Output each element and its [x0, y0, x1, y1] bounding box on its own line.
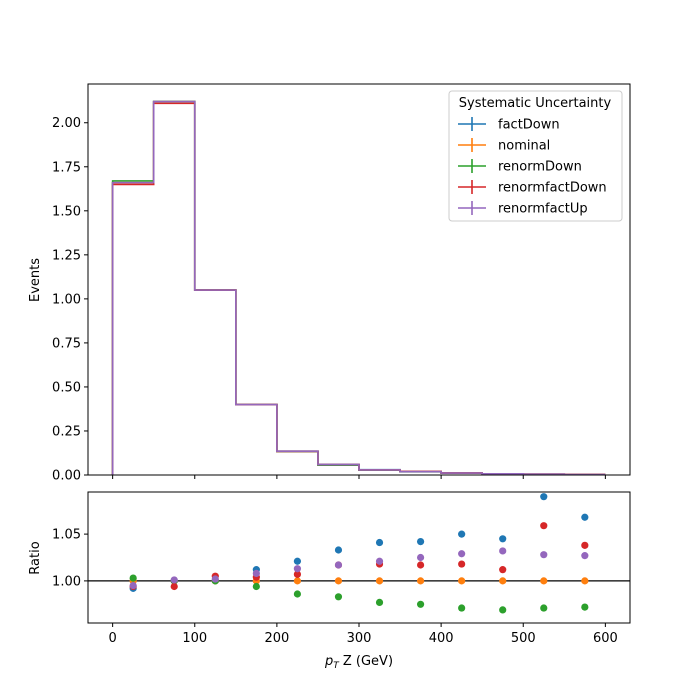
ratio-points	[129, 493, 589, 614]
ratio-point-nominal	[293, 577, 302, 585]
ratio-x-ticks: 0 100 200 300 400 500 600	[108, 623, 618, 646]
ratio-point-renormDown	[293, 590, 302, 598]
main-y-tick-label: 1.75	[52, 160, 81, 175]
ratio-point-renormfactUp	[129, 581, 137, 590]
ratio-point-nominal	[540, 577, 548, 585]
ratio-x-tick-label: 200	[264, 631, 289, 646]
ratio-point-factDown	[375, 538, 384, 547]
ratio-point-factDown	[540, 493, 548, 501]
ratio-point-renormDown	[581, 603, 589, 611]
ratio-point-renormDown	[540, 604, 548, 612]
main-y-tick-label: 0.00	[52, 469, 81, 484]
ratio-point-renormfactUp	[334, 561, 343, 569]
ratio-point-factDown	[334, 546, 343, 554]
ratio-point-renormfactDown	[293, 570, 302, 578]
ratio-x-tick-label: 100	[182, 631, 207, 646]
ratio-y-axis-label: Ratio	[28, 541, 43, 574]
ratio-y-tick-label: 1.05	[52, 528, 81, 543]
main-panel: 0.00 0.25 0.50 0.75 1.00 1.25 1.50 1.75 2.00 Eve…	[28, 83, 631, 484]
main-y-tick-label: 1.25	[52, 248, 81, 263]
main-x-ticks	[112, 475, 606, 479]
ratio-panel: 1.00 1.05 0 100 200 300 400 500 600 Ratio pT Z …	[28, 491, 631, 671]
ratio-point-renormfactDown	[170, 582, 178, 591]
legend-box	[448, 90, 623, 222]
legend-label-renormfactDown: renormfactDown	[498, 181, 607, 196]
ratio-point-renormfactDown	[540, 522, 548, 530]
ratio-point-renormfactUp	[416, 553, 425, 562]
ratio-point-factDown	[416, 537, 425, 546]
ratio-point-renormfactDown	[581, 541, 589, 549]
ratio-point-renormfactUp	[499, 547, 507, 555]
ratio-x-tick-label: 400	[429, 631, 454, 646]
main-y-tick-label: 0.25	[52, 424, 81, 439]
ratio-point-nominal	[499, 577, 507, 585]
ratio-point-nominal	[581, 577, 589, 585]
ratio-x-tick-label: 500	[511, 631, 536, 646]
ratio-point-renormDown	[252, 582, 260, 591]
ratio-point-renormfactUp	[458, 550, 466, 558]
ratio-point-renormfactUp	[375, 557, 384, 565]
ratio-y-tick-label: 1.00	[52, 574, 81, 589]
ratio-point-factDown	[458, 530, 466, 538]
x-label-rest: Z (GeV)	[339, 654, 393, 669]
ratio-axes-frame	[87, 491, 631, 624]
ratio-point-renormfactUp	[581, 552, 589, 560]
main-y-ticks: 0.00 0.25 0.50 0.75 1.00 1.25 1.50 1.75 2.00	[52, 116, 88, 484]
main-y-tick-label: 1.00	[52, 292, 81, 307]
ratio-point-nominal	[416, 577, 425, 585]
ratio-y-ticks: 1.00 1.05	[52, 528, 88, 589]
ratio-point-renormDown	[458, 604, 466, 612]
ratio-point-nominal	[375, 577, 384, 585]
ratio-point-renormDown	[416, 600, 425, 608]
legend-label-nominal: nominal	[498, 139, 550, 154]
legend-entries: factDown nominal renormDown renormfactDown r…	[458, 117, 607, 217]
ratio-point-nominal	[334, 577, 343, 585]
x-label-subscript: T	[333, 661, 340, 671]
x-label-p: p	[324, 654, 333, 669]
legend-label-renormfactUp: renormfactUp	[498, 202, 588, 217]
ratio-point-renormfactUp	[170, 576, 178, 584]
main-axes-frame	[87, 83, 631, 476]
ratio-x-tick-label: 600	[593, 631, 618, 646]
ratio-point-nominal	[458, 577, 466, 585]
ratio-point-renormfactDown	[416, 561, 425, 569]
legend-label-renormDown: renormDown	[498, 160, 582, 175]
ratio-point-factDown	[293, 557, 302, 565]
ratio-point-renormfactUp	[211, 575, 219, 583]
main-y-tick-label: 1.50	[52, 204, 81, 219]
step-line-renormfactUp	[111, 100, 606, 476]
ratio-x-axis-label: pT Z (GeV)	[324, 654, 393, 671]
ratio-point-renormDown	[375, 598, 384, 607]
ratio-point-renormDown	[334, 593, 343, 601]
main-y-tick-label: 2.00	[52, 116, 81, 131]
main-y-tick-label: 0.75	[52, 336, 81, 351]
ratio-point-renormfactUp	[540, 551, 548, 559]
ratio-point-renormfactUp	[293, 565, 302, 573]
legend: Systematic Uncertainty factDown nominal re…	[448, 90, 623, 222]
ratio-point-renormDown	[129, 574, 137, 582]
legend-title: Systematic Uncertainty	[459, 96, 612, 111]
ratio-plot-area	[88, 492, 630, 623]
ratio-point-renormfactDown	[499, 566, 507, 574]
ratio-x-tick-label: 0	[108, 631, 116, 646]
ratio-x-tick-label: 300	[347, 631, 372, 646]
main-y-tick-label: 0.50	[52, 380, 81, 395]
ratio-point-renormfactDown	[458, 560, 466, 568]
main-y-axis-label: Events	[28, 258, 43, 302]
legend-label-factDown: factDown	[498, 118, 560, 133]
ratio-point-renormDown	[499, 606, 507, 614]
ratio-point-factDown	[499, 535, 507, 543]
main-histogram-steps	[111, 100, 606, 476]
ratio-point-renormfactUp	[252, 569, 260, 578]
ratio-point-factDown	[581, 513, 589, 521]
